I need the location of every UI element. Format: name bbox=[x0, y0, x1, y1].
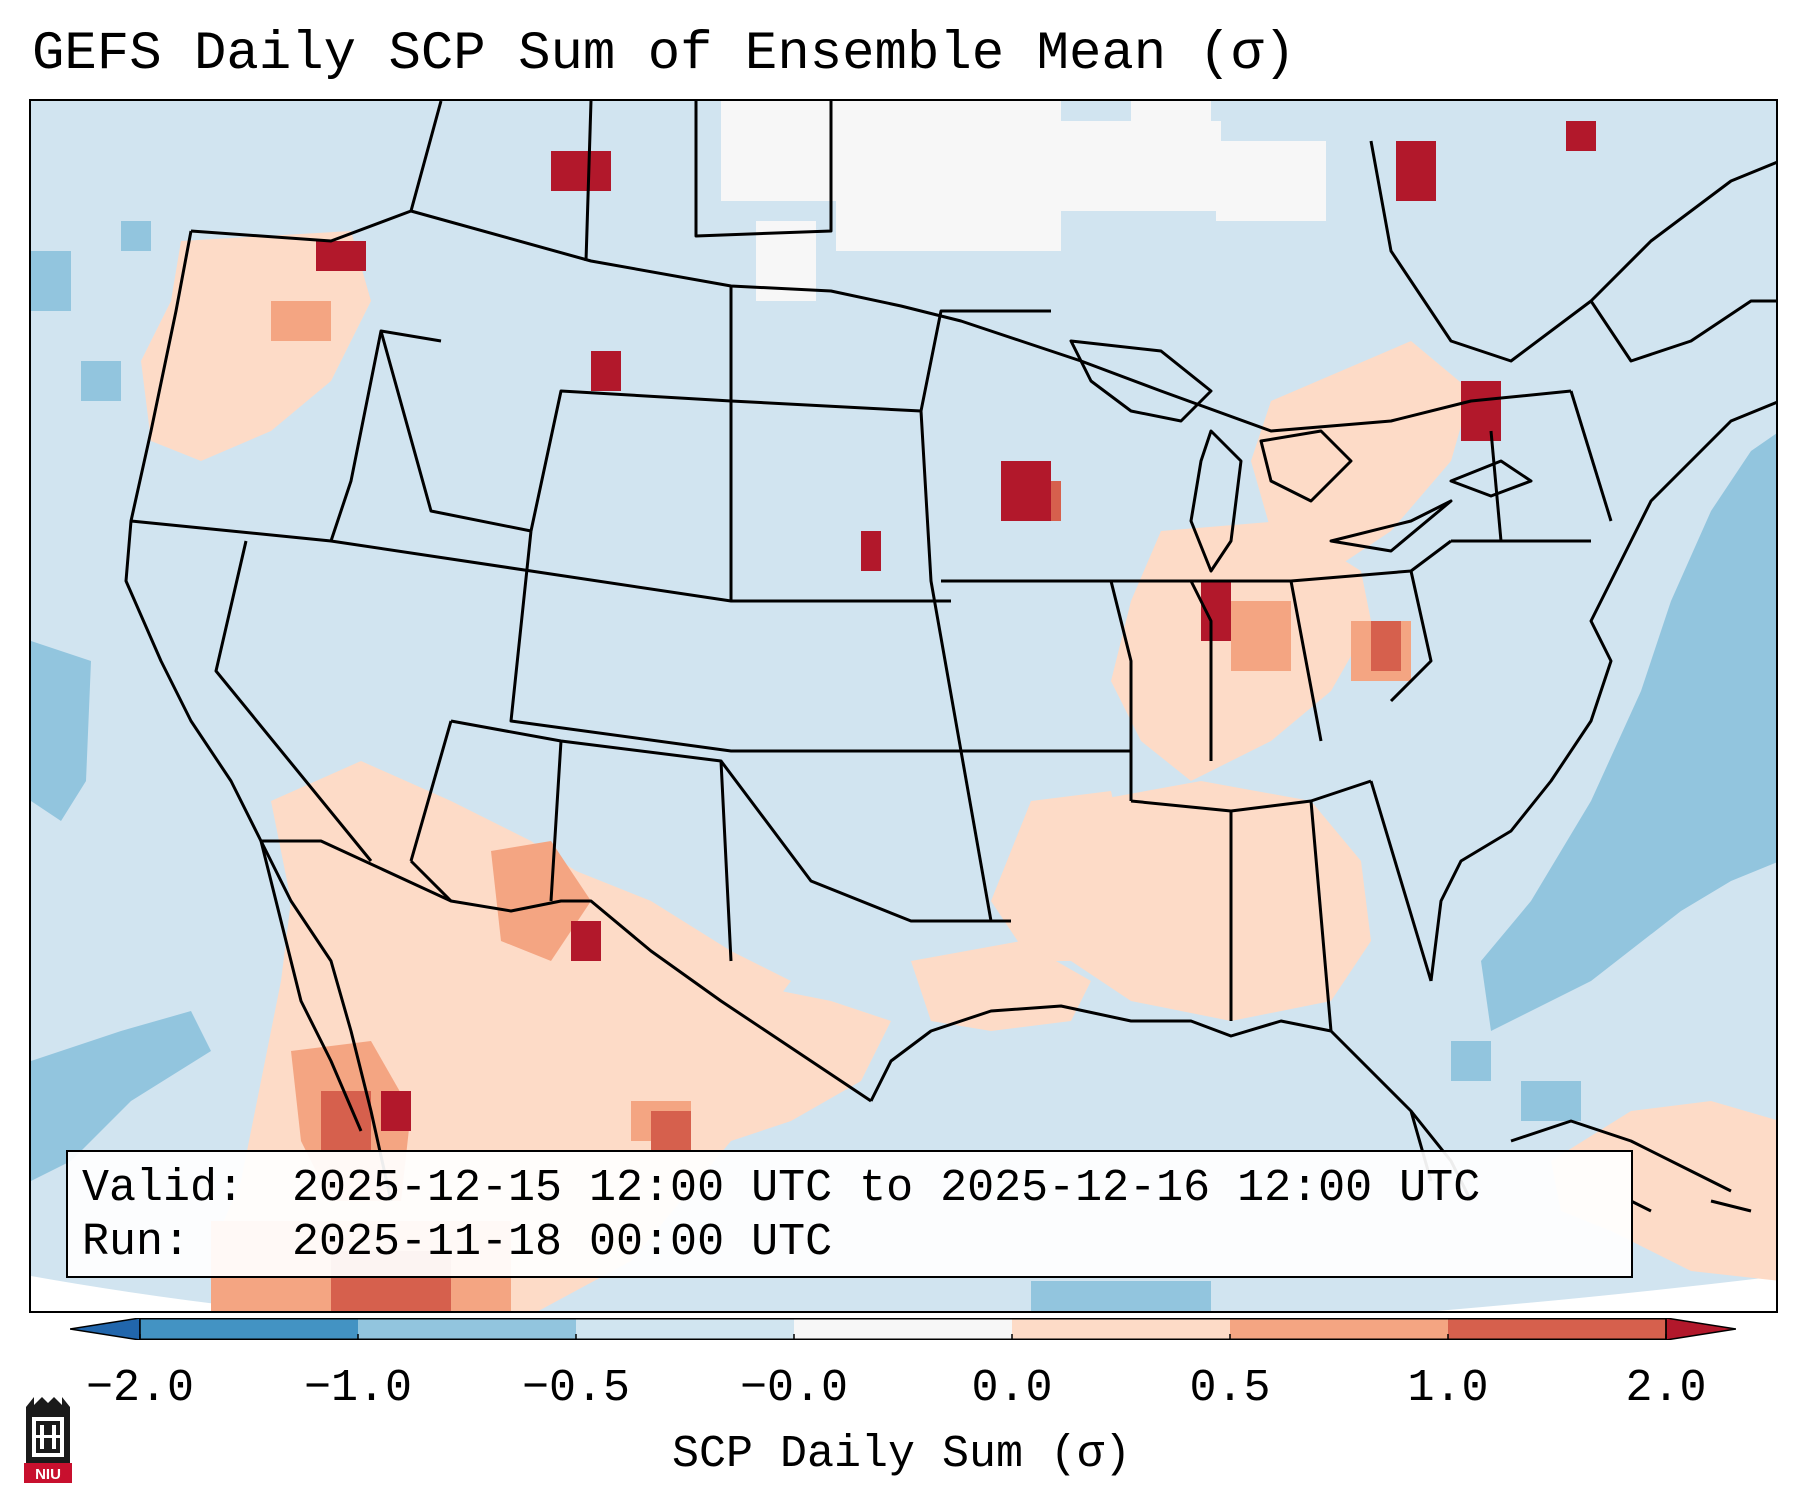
valid-run-info-box: Valid: 2025-12-15 12:00 UTC to 2025-12-16… bbox=[66, 1150, 1633, 1278]
colorbar-under-extend bbox=[70, 1318, 141, 1340]
run-value: 2025-11-18 00:00 UTC bbox=[292, 1217, 833, 1268]
colorbar-tick-label: −1.0 bbox=[303, 1363, 413, 1414]
valid-label: Valid: bbox=[82, 1163, 245, 1214]
map-svg bbox=[31, 101, 1776, 1311]
run-row: Run: 2025-11-18 00:00 UTC bbox=[82, 1216, 1617, 1270]
colorbar-outline bbox=[139, 1318, 1667, 1340]
colorbar-tick-label: −0.5 bbox=[521, 1363, 631, 1414]
map-panel bbox=[29, 99, 1778, 1313]
valid-value: 2025-12-15 12:00 UTC to 2025-12-16 12:00… bbox=[292, 1163, 1481, 1214]
logo-text: NIU bbox=[35, 1466, 61, 1483]
colorbar-segment bbox=[1012, 1318, 1231, 1340]
niu-seal-icon: NIU bbox=[24, 1397, 72, 1483]
colorbar-segment bbox=[576, 1318, 795, 1340]
colorbar-over-extend bbox=[1665, 1318, 1736, 1340]
colorbar-tick-label: 0.0 bbox=[971, 1363, 1053, 1414]
projection-edge bbox=[31, 1276, 1776, 1311]
colorbar-segment bbox=[1448, 1318, 1667, 1340]
neutral-region-north bbox=[721, 101, 1326, 301]
niu-logo: NIU bbox=[20, 1393, 76, 1485]
colorbar-svg bbox=[70, 1318, 1736, 1340]
colorbar-tick-label: 2.0 bbox=[1625, 1363, 1707, 1414]
positive-region-max bbox=[316, 121, 1596, 1131]
negative-region-pacific bbox=[31, 221, 211, 1181]
valid-row: Valid: 2025-12-15 12:00 UTC to 2025-12-16… bbox=[82, 1162, 1617, 1216]
colorbar-tick-label: −0.0 bbox=[739, 1363, 849, 1414]
colorbar-segment bbox=[358, 1318, 577, 1340]
colorbar-tick-label: −2.0 bbox=[85, 1363, 195, 1414]
colorbar bbox=[70, 1318, 1736, 1340]
run-label: Run: bbox=[82, 1217, 191, 1268]
colorbar-segment bbox=[794, 1318, 1013, 1340]
colorbar-segment bbox=[140, 1318, 359, 1340]
chart-title: GEFS Daily SCP Sum of Ensemble Mean (σ) bbox=[32, 24, 1296, 85]
colorbar-segment bbox=[1230, 1318, 1449, 1340]
colorbar-tick-label: 1.0 bbox=[1407, 1363, 1489, 1414]
state-borders bbox=[124, 101, 1776, 1213]
colorbar-tick-label: 0.5 bbox=[1189, 1363, 1271, 1414]
colorbar-label: SCP Daily Sum (σ) bbox=[671, 1429, 1132, 1480]
negative-region-atlantic bbox=[1031, 433, 1776, 1311]
